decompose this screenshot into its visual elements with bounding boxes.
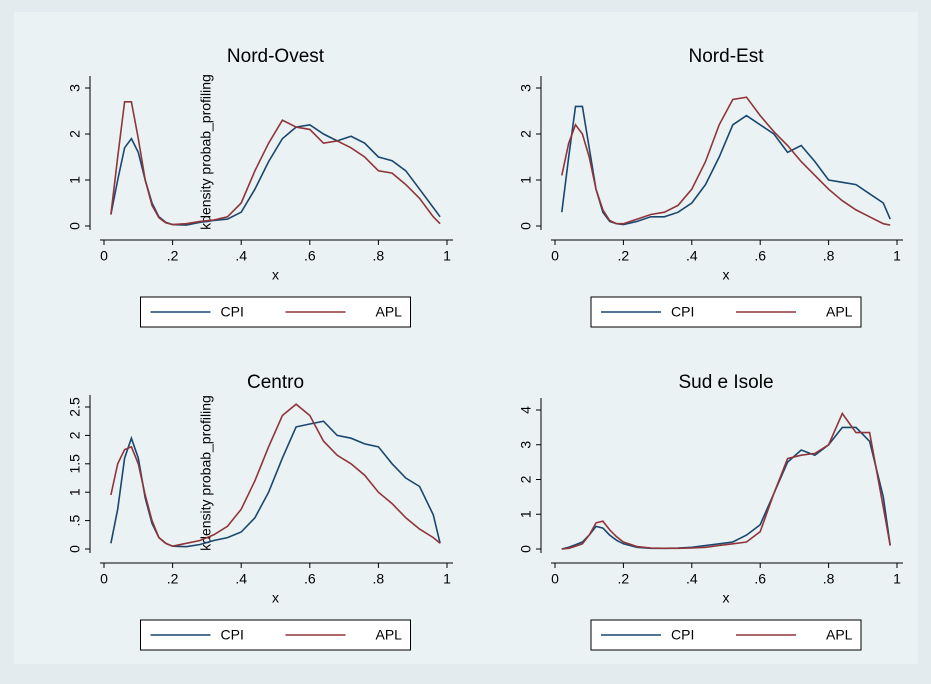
x-tick-label: .4 bbox=[686, 248, 698, 264]
x-tick-label: .6 bbox=[754, 248, 766, 264]
x-tick-label: 1 bbox=[893, 571, 901, 587]
line-series bbox=[561, 426, 891, 550]
y-tick-label: 0 bbox=[67, 545, 83, 553]
y-tick-label: 0 bbox=[518, 222, 534, 230]
x-axis-label: x bbox=[272, 590, 279, 606]
y-tick-label: 1 bbox=[518, 176, 534, 184]
panel-title: Nord-Ovest bbox=[227, 46, 325, 67]
x-tick-label: .8 bbox=[373, 248, 385, 264]
line-series bbox=[110, 101, 441, 226]
x-tick-label: .8 bbox=[823, 248, 835, 264]
y-tick-label: .5 bbox=[67, 515, 83, 527]
x-tick-label: .6 bbox=[304, 248, 316, 264]
x-tick-label: .6 bbox=[754, 571, 766, 587]
x-tick-label: 0 bbox=[551, 571, 559, 587]
y-tick-label: 4 bbox=[518, 406, 534, 414]
x-tick-label: .2 bbox=[618, 248, 630, 264]
y-tick-label: 0 bbox=[67, 222, 83, 230]
legend-label: CPI bbox=[221, 627, 244, 643]
line-series bbox=[561, 96, 891, 226]
legend-label: CPI bbox=[221, 304, 244, 320]
graph-region bbox=[14, 12, 918, 664]
x-tick-label: .6 bbox=[304, 571, 316, 587]
y-tick-label: 2 bbox=[518, 475, 534, 483]
legend-label: APL bbox=[376, 627, 403, 643]
x-tick-label: 0 bbox=[551, 248, 559, 264]
x-tick-label: 0 bbox=[100, 248, 108, 264]
legend-label: APL bbox=[826, 304, 853, 320]
panel-title: Nord-Est bbox=[689, 46, 765, 67]
legend-label: APL bbox=[376, 304, 403, 320]
line-series bbox=[110, 403, 441, 548]
y-tick-label: 2.5 bbox=[67, 397, 83, 417]
x-tick-label: .2 bbox=[167, 571, 179, 587]
x-tick-label: 1 bbox=[443, 571, 451, 587]
y-axis-label: kdensity probab_profiling bbox=[198, 395, 214, 551]
y-tick-label: 2 bbox=[67, 431, 83, 439]
y-tick-label: 1 bbox=[67, 488, 83, 496]
y-tick-label: 1.5 bbox=[67, 454, 83, 474]
x-tick-label: .8 bbox=[823, 571, 835, 587]
legend-label: CPI bbox=[671, 304, 694, 320]
legend-box bbox=[590, 619, 862, 651]
x-tick-label: 1 bbox=[443, 248, 451, 264]
y-tick-label: 3 bbox=[518, 441, 534, 449]
x-tick-label: .4 bbox=[686, 571, 698, 587]
x-axis-label: x bbox=[723, 590, 730, 606]
x-axis-label: x bbox=[723, 267, 730, 283]
legend-label: APL bbox=[826, 627, 853, 643]
y-tick-label: 1 bbox=[518, 510, 534, 518]
x-tick-label: .8 bbox=[373, 571, 385, 587]
y-tick-label: 3 bbox=[67, 84, 83, 92]
y-tick-label: 2 bbox=[67, 130, 83, 138]
y-tick-label: 3 bbox=[518, 84, 534, 92]
y-tick-label: 2 bbox=[518, 130, 534, 138]
x-tick-label: .2 bbox=[167, 248, 179, 264]
x-tick-label: .4 bbox=[235, 571, 247, 587]
line-series bbox=[561, 411, 891, 550]
legend-label: CPI bbox=[671, 627, 694, 643]
y-tick-label: 0 bbox=[518, 545, 534, 553]
x-tick-label: 0 bbox=[100, 571, 108, 587]
panel-title: Sud e Isole bbox=[678, 372, 773, 393]
x-tick-label: .4 bbox=[235, 248, 247, 264]
y-axis-label: kdensity probab_profiling bbox=[198, 74, 214, 230]
x-axis-label: x bbox=[272, 267, 279, 283]
panel-title: Centro bbox=[247, 372, 304, 393]
y-tick-label: 1 bbox=[67, 176, 83, 184]
x-tick-label: .2 bbox=[618, 571, 630, 587]
x-tick-label: 1 bbox=[893, 248, 901, 264]
